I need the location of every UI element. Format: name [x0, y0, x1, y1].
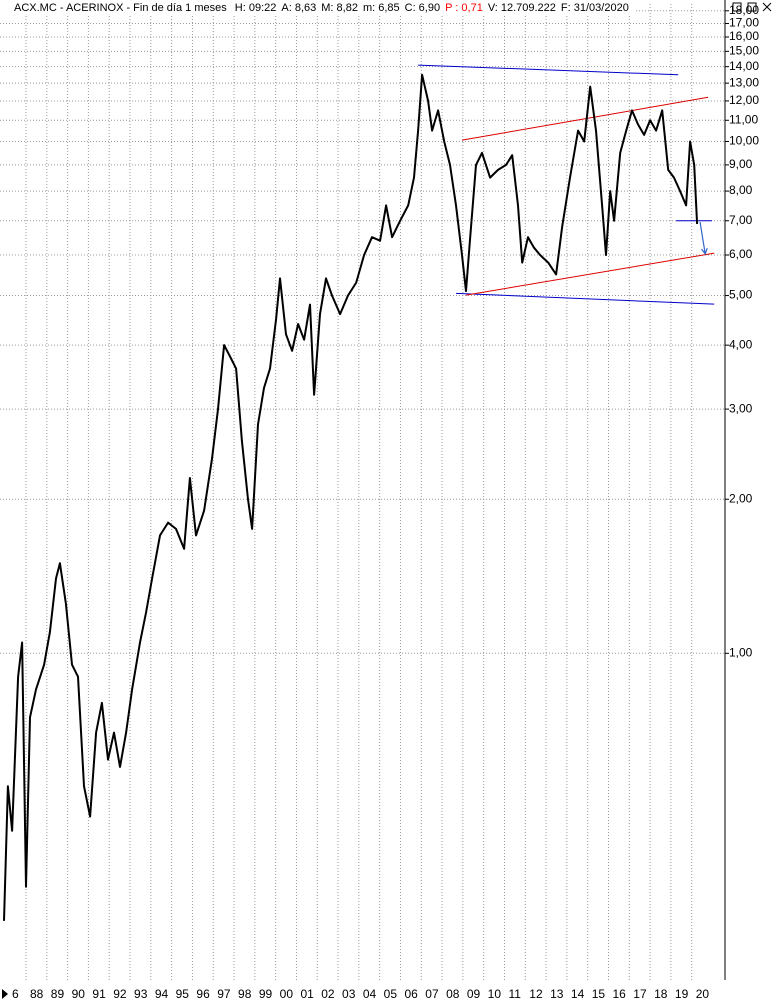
arrow: [699, 221, 708, 256]
header-title: ACX.MC - ACERINOX - Fin de día 1 meses: [14, 2, 227, 14]
y-tick-label: 10,00: [729, 134, 759, 148]
x-tick-label: 15: [592, 987, 606, 1001]
x-tick-label: 20: [696, 987, 710, 1001]
y-tick-label: 7,00: [729, 213, 753, 227]
y-tick-label: 8,00: [729, 183, 753, 197]
x-tick-label: 14: [571, 987, 585, 1001]
close-button[interactable]: [762, 2, 772, 12]
trend-line: [455, 292, 715, 305]
header-field: M: 8,82: [321, 2, 358, 14]
x-tick-label: 93: [134, 987, 148, 1001]
maximize-button[interactable]: [747, 2, 757, 12]
x-tick-label: 98: [238, 987, 252, 1001]
header-field: A: 8,63: [281, 2, 317, 14]
x-tick-label: 88: [30, 987, 44, 1001]
x-tick-label: 05: [384, 987, 398, 1001]
x-tick-label: 18: [654, 987, 668, 1001]
y-tick-label: 13,00: [729, 75, 759, 89]
y-tick-label: 12,00: [729, 93, 759, 107]
y-tick-label: 17,00: [729, 16, 759, 30]
y-tick-label: 16,00: [729, 29, 759, 43]
x-tick-label: 03: [342, 987, 356, 1001]
x-tick-label: 04: [363, 987, 377, 1001]
header-field: P : 0,71: [445, 2, 483, 14]
x-tick-label: 89: [51, 987, 65, 1001]
y-tick-label: 9,00: [729, 157, 753, 171]
x-tick-label: 90: [72, 987, 86, 1001]
price-line: [3, 73, 699, 921]
x-tick-label: 07: [425, 987, 439, 1001]
y-tick-label: 1,00: [729, 645, 753, 659]
trend-line: [461, 96, 709, 141]
scroll-arrow[interactable]: [2, 989, 8, 999]
x-tick-label: 91: [92, 987, 106, 1001]
x-tick-label: 92: [113, 987, 127, 1001]
y-tick-label: 11,00: [729, 112, 758, 126]
x-tick-label: 17: [633, 987, 647, 1001]
x-tick-label: 09: [467, 987, 481, 1001]
header-field: F: 31/03/2020: [560, 2, 629, 14]
header-field: H: 09:22: [234, 2, 277, 14]
x-tick-label: 6: [12, 987, 19, 1001]
x-tick-label: 10: [488, 987, 502, 1001]
trend-line: [465, 252, 715, 296]
x-tick-label: 06: [404, 987, 418, 1001]
y-tick-label: 2,00: [729, 491, 753, 505]
y-tick-label: 5,00: [729, 288, 753, 302]
y-tick-label: 14,00: [729, 59, 759, 73]
header-field: V: 12.709.222: [487, 2, 556, 14]
x-tick-label: 99: [259, 987, 273, 1001]
trend-line: [418, 64, 679, 76]
x-tick-label: 94: [155, 987, 169, 1001]
x-tick-label: 01: [300, 987, 314, 1001]
x-tick-label: 97: [217, 987, 231, 1001]
minimize-button[interactable]: [732, 2, 742, 12]
y-tick-label: 18,00: [729, 3, 759, 17]
x-tick-label: 19: [675, 987, 689, 1001]
header-field: m: 6,85: [362, 2, 400, 14]
x-tick-label: 12: [529, 987, 543, 1001]
x-tick-label: 95: [176, 987, 190, 1001]
x-tick-label: 08: [446, 987, 460, 1001]
x-tick-label: 02: [321, 987, 335, 1001]
x-tick-label: 13: [550, 987, 564, 1001]
header: ACX.MC - ACERINOX - Fin de día 1 meses H…: [0, 0, 634, 16]
x-tick-label: 96: [196, 987, 210, 1001]
y-tick-label: 3,00: [729, 401, 753, 415]
y-tick-label: 6,00: [729, 247, 753, 261]
x-tick-label: 16: [613, 987, 627, 1001]
y-tick-label: 4,00: [729, 337, 753, 351]
x-tick-label: 11: [508, 987, 521, 1001]
y-tick-label: 15,00: [729, 44, 759, 58]
header-field: C: 6,90: [404, 2, 441, 14]
x-tick-label: 00: [280, 987, 294, 1001]
